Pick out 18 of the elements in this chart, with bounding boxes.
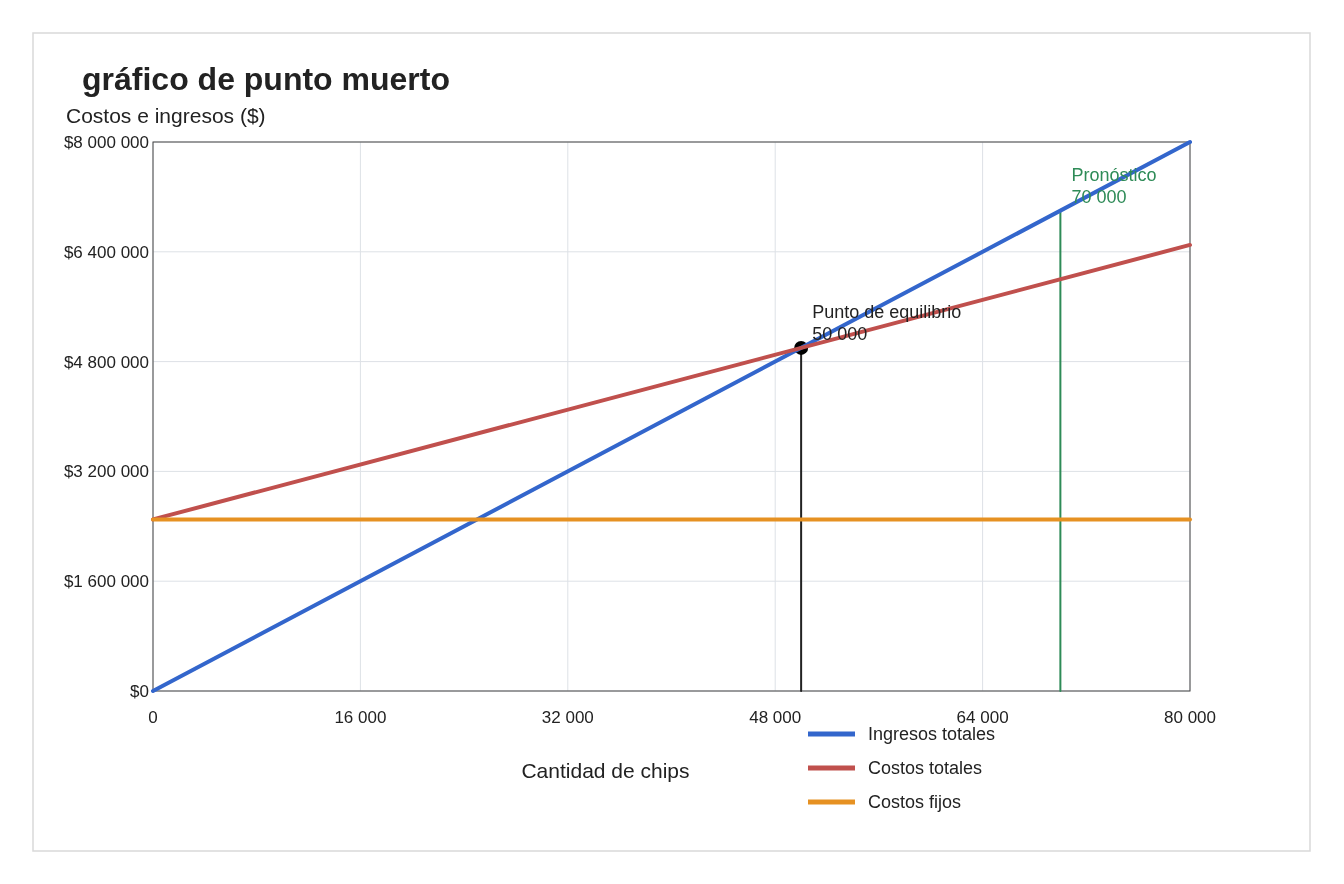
- x-tick-label: 0: [148, 708, 158, 727]
- x-tick-label: 64 000: [956, 708, 1009, 727]
- legend-label: Ingresos totales: [868, 724, 996, 745]
- legend-label: Costos totales: [868, 758, 983, 779]
- y-tick-label: $8 000 000: [63, 132, 149, 152]
- chart-title: gráfico de punto muerto: [82, 61, 450, 97]
- x-axis-title: Cantidad de chips: [521, 759, 690, 782]
- x-tick-label: 48 000: [749, 708, 802, 727]
- x-tick-label: 80 000: [1164, 708, 1216, 727]
- y-tick-label: $6 400 000: [63, 242, 149, 262]
- y-tick-label: $1 600 000: [63, 572, 149, 592]
- legend-label: Costos fijos: [868, 792, 962, 813]
- y-tick-label: $4 800 000: [63, 352, 149, 372]
- y-axis-title: Costos e ingresos ($): [66, 104, 266, 127]
- x-tick-label: 32 000: [541, 708, 594, 727]
- y-tick-label: $3 200 000: [63, 462, 149, 482]
- x-tick-label: 16 000: [334, 708, 387, 727]
- y-tick-label: $0: [130, 681, 149, 701]
